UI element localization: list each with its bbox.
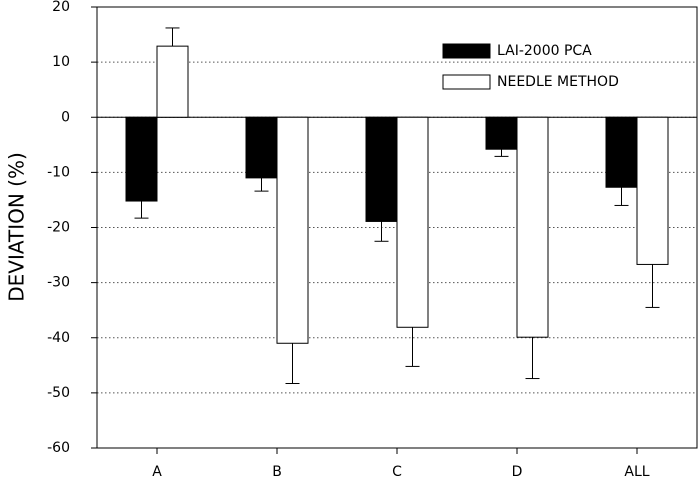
legend-label: NEEDLE METHOD [497,74,619,90]
legend-label: LAI-2000 PCA [497,43,592,59]
y-tick-label: -30 [47,275,70,291]
bar [125,116,158,202]
y-tick-label: -40 [47,330,70,346]
x-tick-label: C [392,464,402,480]
bar [365,116,398,222]
x-tick-label: A [152,464,162,480]
bar [516,116,549,338]
bar [636,116,669,265]
y-tick-label: -10 [47,164,70,180]
bar [156,45,189,118]
bar [605,116,638,188]
x-tick-label: D [512,464,523,480]
legend-swatch [442,74,491,90]
bar [276,116,309,344]
y-tick-label: -50 [47,385,70,401]
y-tick-label: 0 [61,109,70,125]
y-tick-label: -20 [47,220,70,236]
bar [245,116,278,179]
y-tick-label: 10 [52,54,70,70]
bar [396,116,429,328]
x-tick-label: ALL [624,464,649,480]
legend-swatch [442,43,491,59]
y-tick-label: 20 [52,0,70,15]
x-tick-label: B [272,464,282,480]
y-tick-label: -60 [47,440,70,456]
bar [485,116,518,150]
y-axis-title: DEVIATION (%) [5,152,29,302]
